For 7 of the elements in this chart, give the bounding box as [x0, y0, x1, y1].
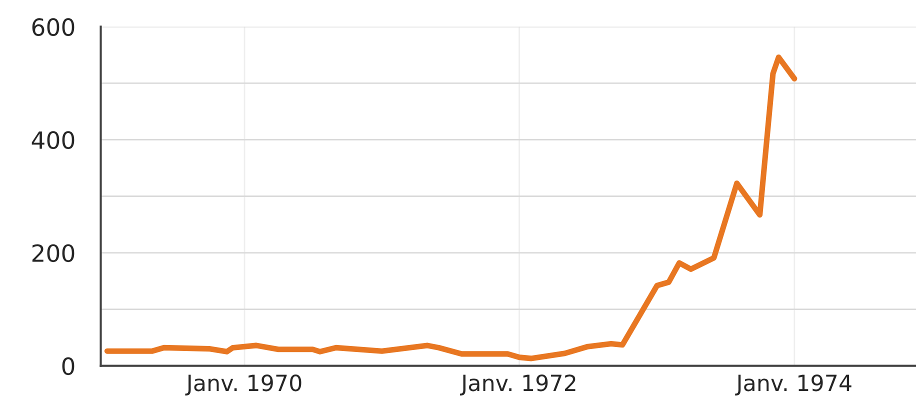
y-tick-label: 0: [62, 357, 74, 376]
y-tick-label: 200: [32, 244, 74, 262]
y-tick-label: 400: [32, 131, 74, 150]
x-tick-label: Janv. 1972: [460, 374, 576, 396]
y-tick-label: 600: [32, 18, 74, 36]
x-tick-label: Janv. 1970: [185, 374, 302, 396]
x-tick-label: Janv. 1974: [735, 374, 852, 396]
